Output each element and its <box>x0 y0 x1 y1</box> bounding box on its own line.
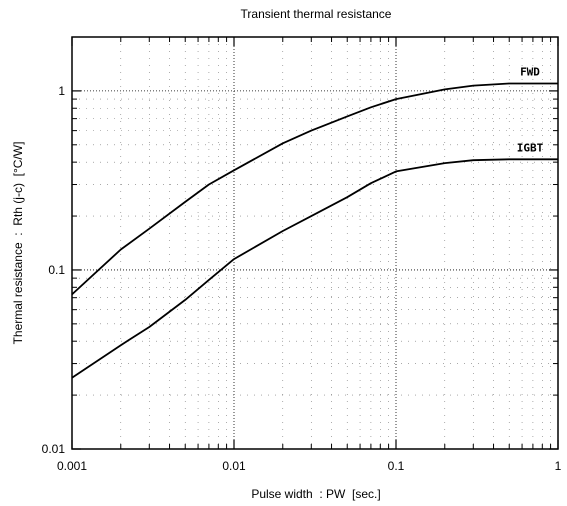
x-tick-label: 0.01 <box>222 459 246 473</box>
y-tick-labels: 0.01 0.1 1 <box>42 84 66 456</box>
series-label-fwd: FWD <box>520 65 540 78</box>
y-tick-label: 1 <box>58 84 65 98</box>
x-tick-label: 0.1 <box>388 459 405 473</box>
series-group: FWD IGBT <box>71 65 558 379</box>
chart-title: Transient thermal resistance <box>241 7 392 21</box>
x-tick-labels: 0.001 0.01 0.1 1 <box>57 459 562 473</box>
series-line-fwd <box>71 82 558 296</box>
grid <box>72 37 558 449</box>
y-tick-label: 0.01 <box>42 442 66 456</box>
axis-ticks <box>71 37 559 450</box>
y-tick-label: 0.1 <box>48 263 65 277</box>
series-label-igbt: IGBT <box>517 141 544 154</box>
x-tick-label: 1 <box>555 459 562 473</box>
plot-frame <box>71 36 559 450</box>
series-line-igbt <box>71 158 558 379</box>
x-axis-label: Pulse width : PW [sec.] <box>251 487 380 501</box>
y-axis-label: Thermal resistance : Rth (j-c) [°C/W] <box>11 142 25 345</box>
x-tick-label: 0.001 <box>57 459 87 473</box>
